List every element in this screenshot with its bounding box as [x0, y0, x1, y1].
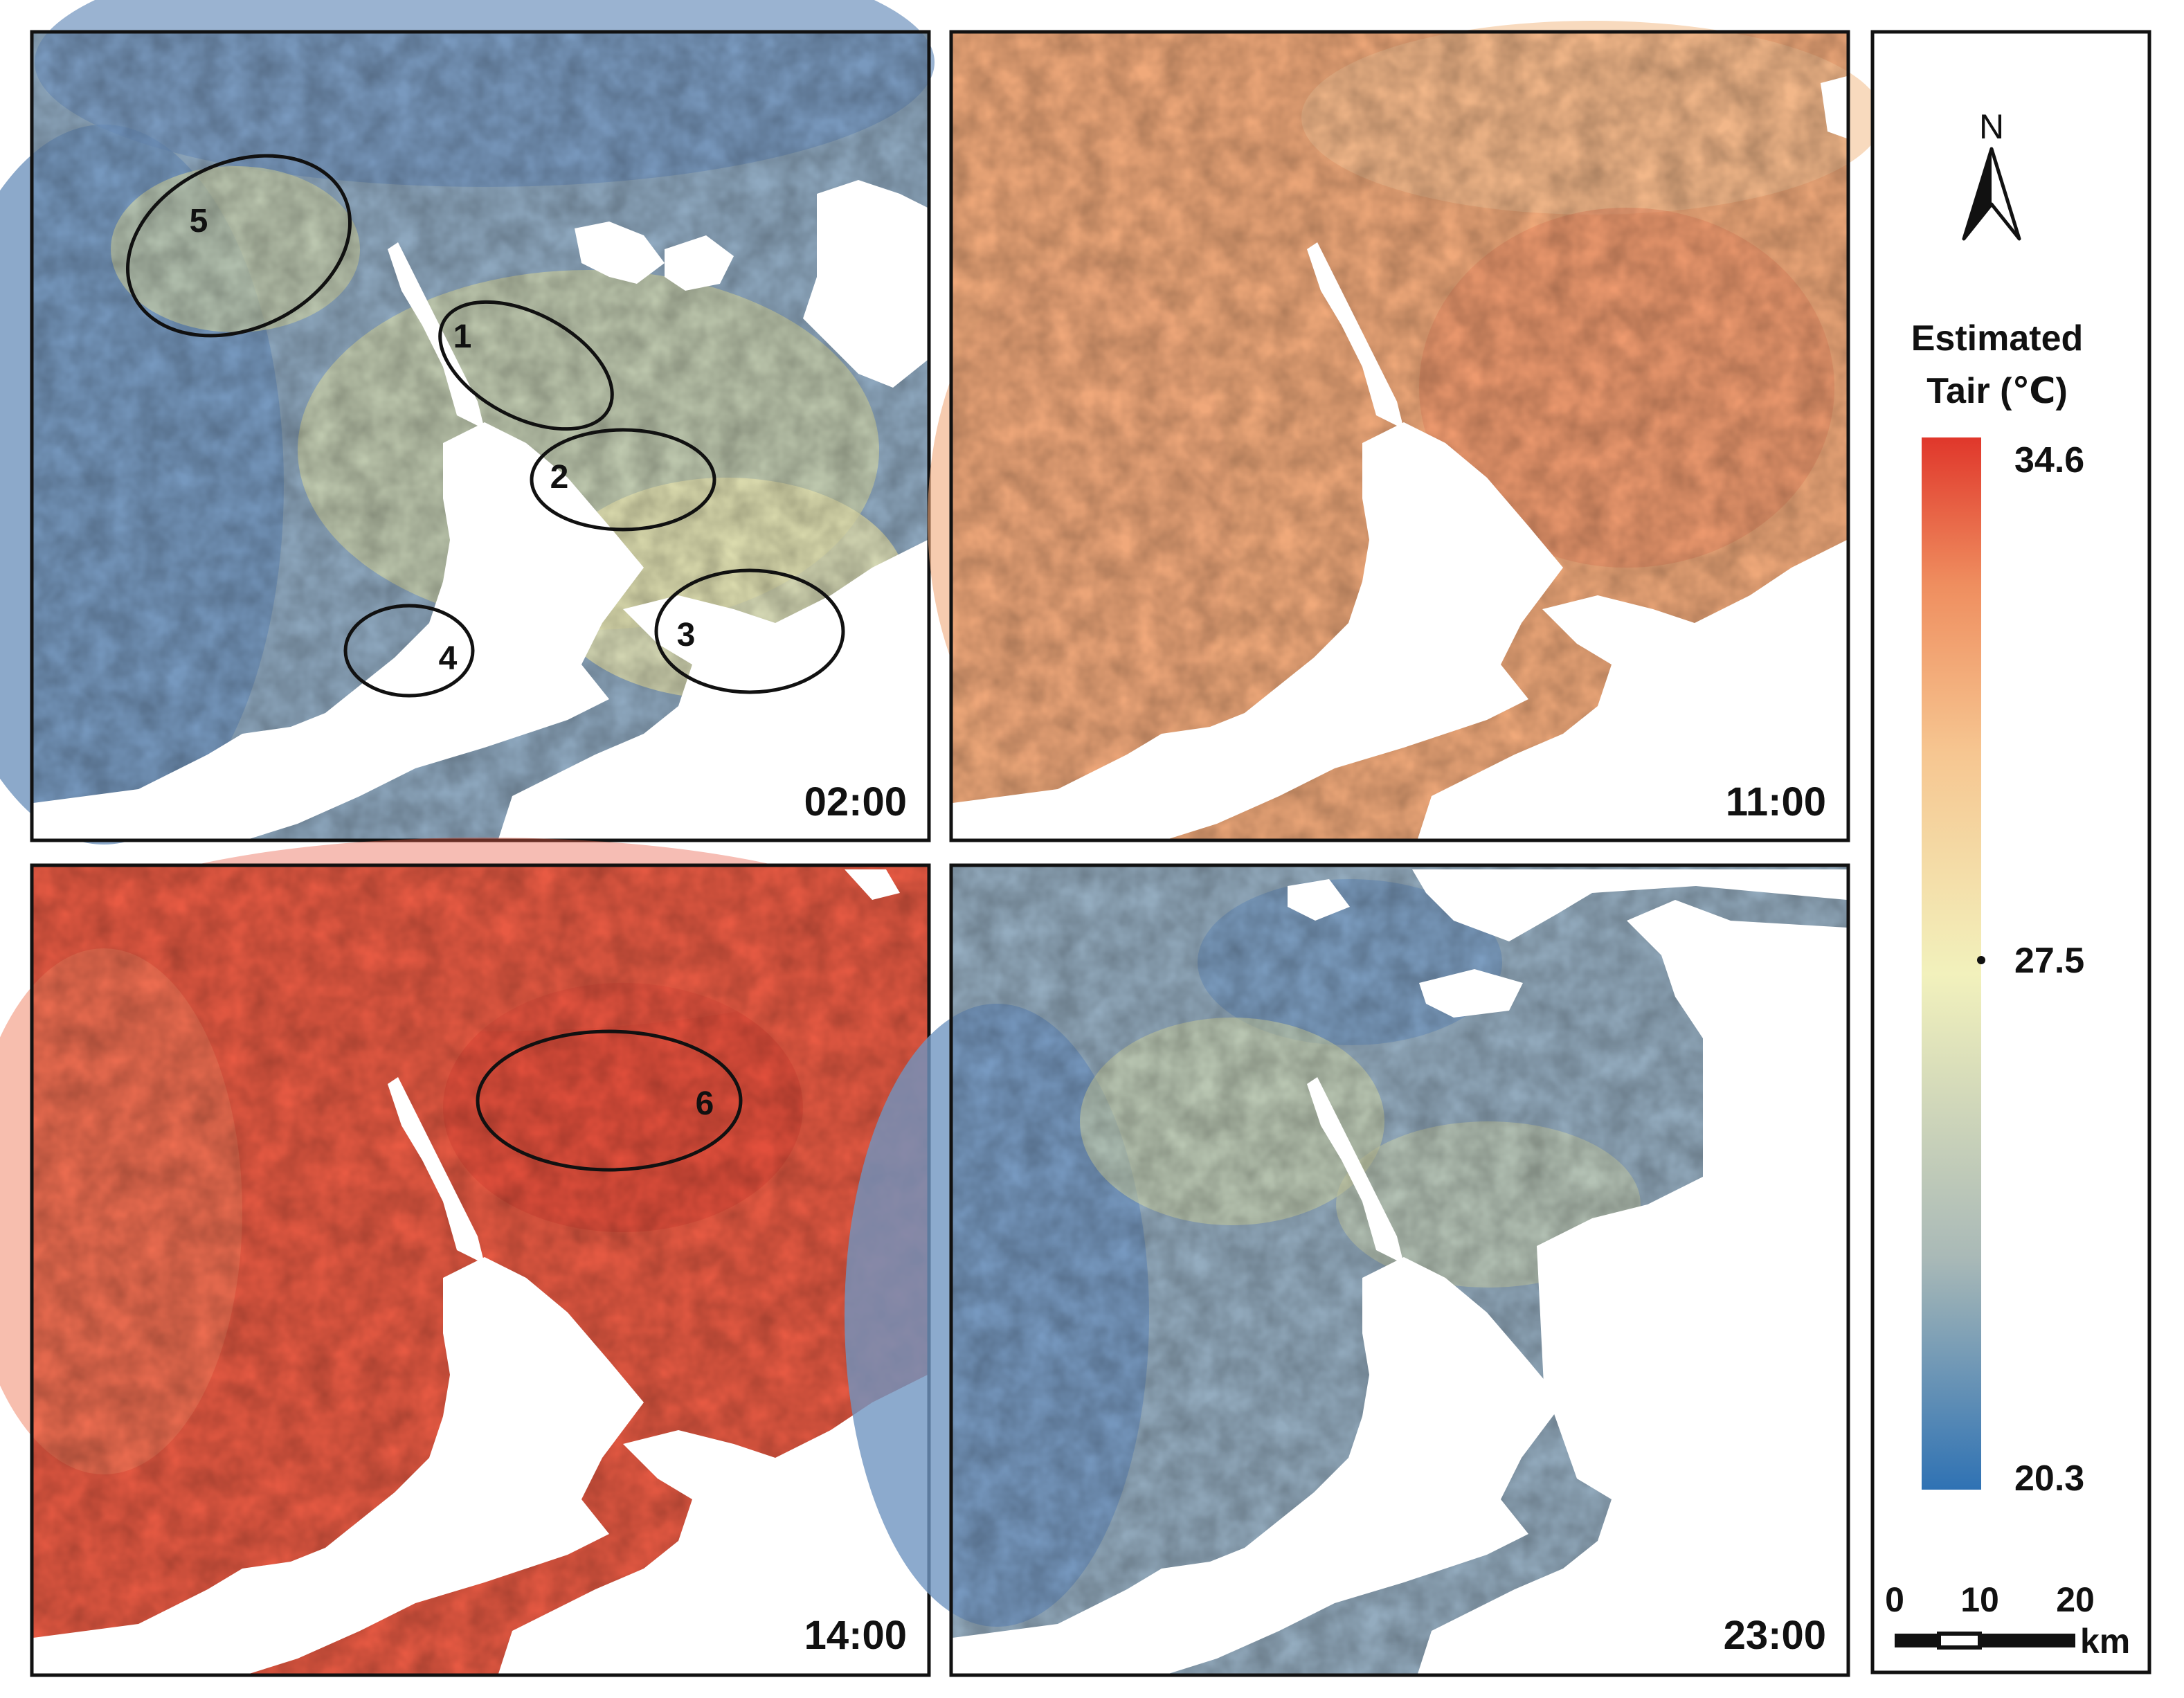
- hotspot-label-3: 3: [677, 617, 696, 653]
- scale-tick-20: 20: [2056, 1580, 2095, 1619]
- river-channel: [1307, 242, 1404, 429]
- hotspot-label-6: 6: [696, 1085, 714, 1122]
- no-data-mask: [953, 76, 1847, 839]
- panel-frame: [30, 30, 931, 842]
- bay-water: [953, 1257, 1563, 1674]
- hotspot-annotations: [126, 154, 845, 698]
- hotspot-label-5: 5: [190, 203, 208, 240]
- panel-frame: [949, 863, 1850, 1677]
- legend-min-label: 20.3: [2014, 1458, 2084, 1499]
- color-ramp: [1922, 437, 1981, 1490]
- bay-water: [33, 1257, 644, 1674]
- scale-segment-3: [1980, 1634, 2075, 1647]
- scale-segment-1: [1895, 1634, 1939, 1647]
- legend-panel: N Estimated Tair (℃) 34.6 27.5 20.3 0 10…: [1870, 30, 2151, 1674]
- hotspot-ellipse-3: [654, 568, 845, 694]
- hotspot-ellipse-4: [343, 604, 475, 698]
- hotspot-label-2: 2: [550, 459, 569, 496]
- legend-title-line1: Estimated: [1911, 318, 2084, 359]
- scale-tick-10: 10: [1960, 1580, 1999, 1619]
- panel-time-label: 14:00: [804, 1613, 907, 1658]
- legend-frame: [1870, 30, 2151, 1674]
- no-data-mask: [33, 869, 928, 1674]
- bay-water: [33, 422, 644, 839]
- river-channel: [388, 1077, 485, 1264]
- coastal-blank-east: [498, 540, 928, 839]
- legend-title-line2: Tair (℃): [1926, 371, 2068, 411]
- scale-segment-2: [1937, 1632, 1982, 1650]
- coastal-blank-east: [1418, 540, 1847, 839]
- no-data-mask: [953, 869, 1847, 1674]
- river-channel: [388, 242, 485, 429]
- coastal-blank-east: [498, 1375, 928, 1674]
- panel-time-label: 11:00: [1726, 779, 1826, 824]
- no-data-mask: [33, 180, 928, 839]
- north-label: N: [1979, 107, 2004, 146]
- scale-bar: 0 10 20 km: [1885, 1580, 2130, 1661]
- panel-time-label: 23:00: [1724, 1613, 1826, 1658]
- hotspot-label-1: 1: [453, 318, 472, 355]
- blank-inlet: [1419, 969, 1523, 1018]
- hotspot-ellipse-5: [126, 154, 352, 338]
- hotspot-label-4: 4: [439, 640, 458, 677]
- blank-north: [1412, 869, 1847, 941]
- map-panel-0200: 5 1 2 3 4 02:00: [0, 0, 935, 845]
- blank-north-patch-2: [665, 235, 734, 291]
- blank-northeast: [1821, 76, 1847, 138]
- north-arrow: N: [1962, 107, 2021, 241]
- mid-marker: [1977, 956, 1985, 964]
- coastal-blank-east: [1418, 900, 1847, 1674]
- hotspot-ellipse-6: [476, 1029, 743, 1172]
- map-panel-1400: 6 14:00: [0, 838, 931, 1677]
- hotspot-ellipse-1: [438, 300, 614, 431]
- blank-northeast: [845, 869, 900, 900]
- blank-north-patch: [1288, 879, 1350, 921]
- panel-frame: [949, 30, 1850, 842]
- map-panel-1100: 11:00: [928, 21, 1883, 842]
- blank-north-patch: [575, 222, 665, 284]
- scale-tick-0: 0: [1885, 1580, 1904, 1619]
- north-arrow-fill: [1964, 149, 1992, 239]
- panel-time-label: 02:00: [804, 779, 907, 824]
- blank-northeast: [803, 180, 928, 388]
- bay-water: [953, 422, 1563, 839]
- river-channel: [1307, 1077, 1404, 1264]
- map-panel-2300: 23:00: [845, 863, 1850, 1677]
- legend-max-label: 34.6: [2014, 440, 2084, 480]
- scale-unit: km: [2080, 1622, 2130, 1661]
- hotspot-ellipse-2: [530, 428, 716, 532]
- legend-mid-label: 27.5: [2014, 941, 2084, 981]
